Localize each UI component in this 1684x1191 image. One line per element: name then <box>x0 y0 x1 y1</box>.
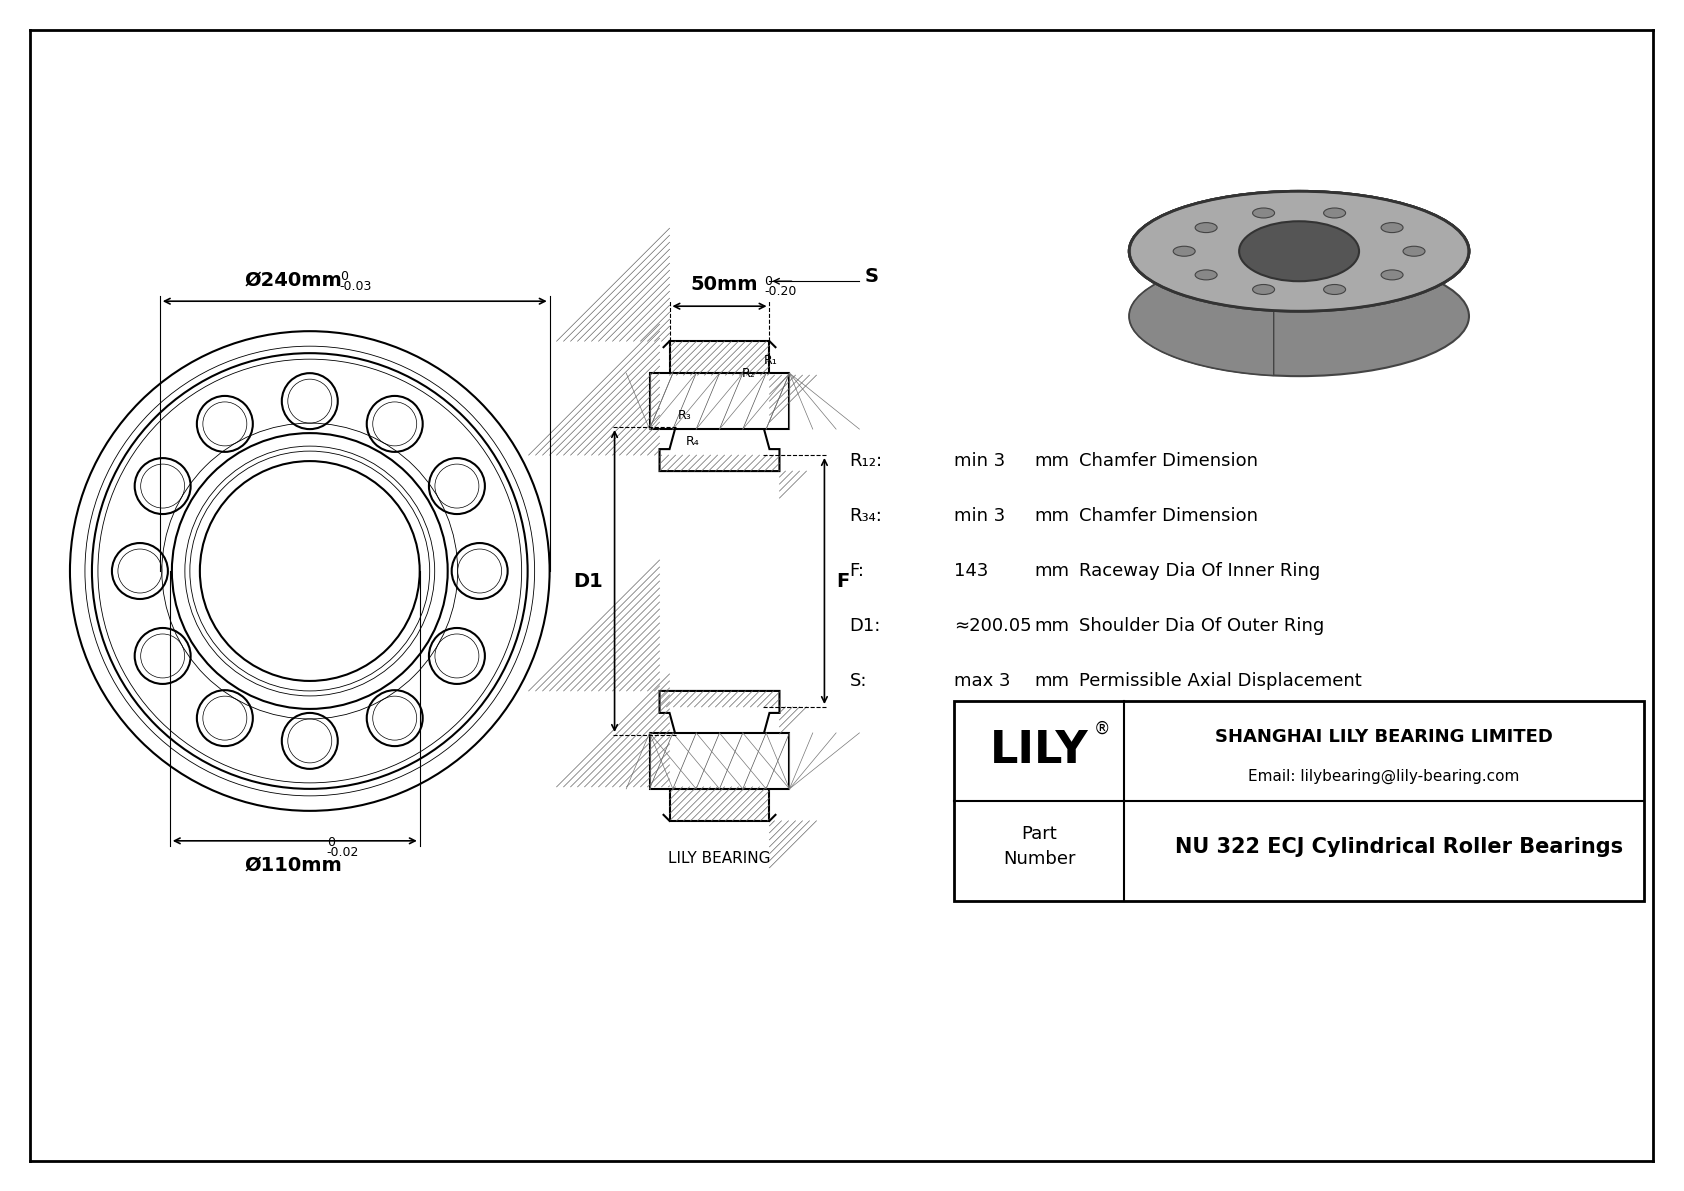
Text: F:: F: <box>849 562 864 580</box>
Ellipse shape <box>1324 285 1346 294</box>
PathPatch shape <box>1130 192 1273 375</box>
Text: R₄: R₄ <box>685 435 699 448</box>
Text: ®: ® <box>1095 719 1111 738</box>
Ellipse shape <box>1196 270 1218 280</box>
Text: min 3: min 3 <box>955 507 1005 525</box>
Text: R₁: R₁ <box>763 354 778 367</box>
Ellipse shape <box>1253 285 1275 294</box>
Ellipse shape <box>1130 256 1468 376</box>
Ellipse shape <box>1253 208 1275 218</box>
Ellipse shape <box>1130 192 1468 311</box>
Ellipse shape <box>1324 208 1346 218</box>
Text: Chamfer Dimension: Chamfer Dimension <box>1079 453 1258 470</box>
Ellipse shape <box>1403 247 1425 256</box>
Text: Ø240mm: Ø240mm <box>244 270 342 289</box>
Text: R₁₂:: R₁₂: <box>849 453 882 470</box>
Ellipse shape <box>1381 270 1403 280</box>
Ellipse shape <box>1174 247 1196 256</box>
Text: mm: mm <box>1034 617 1069 635</box>
Text: 0: 0 <box>765 275 773 288</box>
Text: Chamfer Dimension: Chamfer Dimension <box>1079 507 1258 525</box>
Text: 0: 0 <box>340 270 349 283</box>
Ellipse shape <box>1253 208 1275 218</box>
Ellipse shape <box>1196 223 1218 232</box>
Text: NU 322 ECJ Cylindrical Roller Bearings: NU 322 ECJ Cylindrical Roller Bearings <box>1175 837 1623 856</box>
Text: R₃: R₃ <box>677 410 690 422</box>
Text: 143: 143 <box>955 562 989 580</box>
Text: mm: mm <box>1034 453 1069 470</box>
Ellipse shape <box>1324 285 1346 294</box>
Ellipse shape <box>1253 285 1275 294</box>
Text: Raceway Dia Of Inner Ring: Raceway Dia Of Inner Ring <box>1079 562 1320 580</box>
Text: max 3: max 3 <box>955 672 1010 690</box>
Ellipse shape <box>1403 247 1425 256</box>
Text: Ø110mm: Ø110mm <box>244 856 342 875</box>
Text: 50mm: 50mm <box>690 275 758 294</box>
Ellipse shape <box>1132 192 1467 310</box>
Ellipse shape <box>1132 192 1467 310</box>
Ellipse shape <box>1381 270 1403 280</box>
Ellipse shape <box>1381 223 1403 232</box>
Ellipse shape <box>1196 270 1218 280</box>
Ellipse shape <box>1381 223 1403 232</box>
Text: 0: 0 <box>327 836 335 849</box>
Polygon shape <box>650 373 790 429</box>
Ellipse shape <box>1239 222 1359 281</box>
Ellipse shape <box>1403 247 1425 256</box>
Text: D1:: D1: <box>849 617 881 635</box>
Text: Shoulder Dia Of Outer Ring: Shoulder Dia Of Outer Ring <box>1079 617 1325 635</box>
Text: min 3: min 3 <box>955 453 1005 470</box>
Ellipse shape <box>1324 208 1346 218</box>
Text: R₃₄:: R₃₄: <box>849 507 882 525</box>
Ellipse shape <box>1239 222 1359 281</box>
Text: S:: S: <box>849 672 867 690</box>
Ellipse shape <box>1174 247 1196 256</box>
Text: Email: lilybearing@lily-bearing.com: Email: lilybearing@lily-bearing.com <box>1248 769 1519 785</box>
Ellipse shape <box>1253 285 1275 294</box>
Bar <box>955 701 1644 900</box>
Text: LILY: LILY <box>990 729 1088 773</box>
Text: Part
Number: Part Number <box>1004 825 1076 868</box>
Ellipse shape <box>1381 270 1403 280</box>
Ellipse shape <box>1130 192 1468 311</box>
Text: R₂: R₂ <box>741 367 756 380</box>
Text: mm: mm <box>1034 672 1069 690</box>
Ellipse shape <box>1174 247 1196 256</box>
Text: -0.03: -0.03 <box>340 280 372 293</box>
Text: -0.02: -0.02 <box>327 846 359 859</box>
Text: Permissible Axial Displacement: Permissible Axial Displacement <box>1079 672 1362 690</box>
Ellipse shape <box>1239 222 1359 281</box>
Ellipse shape <box>1381 223 1403 232</box>
Text: F: F <box>837 572 850 591</box>
Text: D1: D1 <box>573 572 603 591</box>
Ellipse shape <box>1196 223 1218 232</box>
Ellipse shape <box>1196 223 1218 232</box>
Text: -0.20: -0.20 <box>765 285 797 298</box>
Polygon shape <box>650 732 790 788</box>
Ellipse shape <box>1253 208 1275 218</box>
Ellipse shape <box>1196 270 1218 280</box>
Text: LILY BEARING: LILY BEARING <box>669 850 771 866</box>
Ellipse shape <box>1324 285 1346 294</box>
Ellipse shape <box>1229 217 1369 285</box>
Text: S: S <box>864 267 879 286</box>
Ellipse shape <box>1324 208 1346 218</box>
Text: mm: mm <box>1034 562 1069 580</box>
Text: ≈200.05: ≈200.05 <box>955 617 1032 635</box>
Text: SHANGHAI LILY BEARING LIMITED: SHANGHAI LILY BEARING LIMITED <box>1216 728 1553 746</box>
Text: mm: mm <box>1034 507 1069 525</box>
